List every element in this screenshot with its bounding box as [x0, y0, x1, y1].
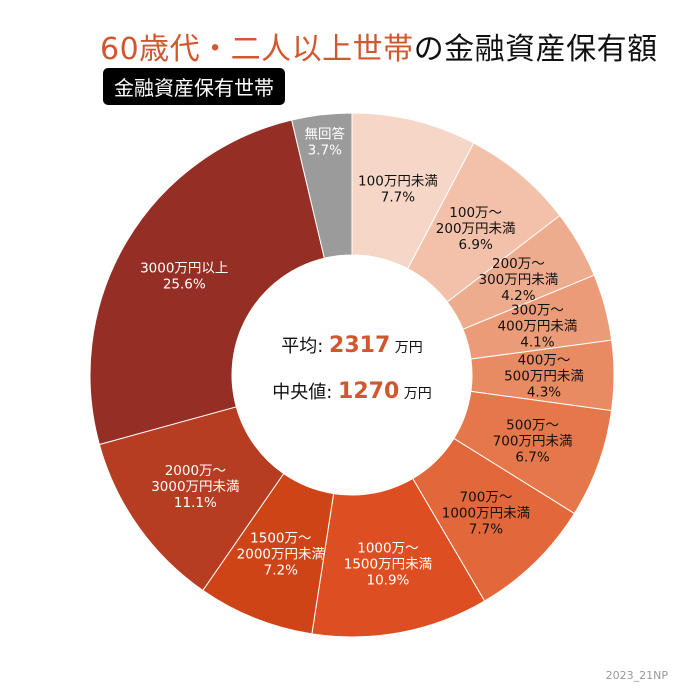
slice-category: 1000万～: [357, 541, 418, 557]
slice-value: 4.2%: [501, 288, 535, 304]
slice-category: 500万～: [506, 417, 559, 433]
slice-value: 4.3%: [527, 384, 561, 400]
slice-value: 7.2%: [264, 562, 298, 578]
slice-category: 700万円未満: [493, 433, 573, 449]
slice-category: 1500万～: [250, 530, 311, 546]
slice-category: 2000万～: [165, 463, 226, 479]
slice-label: 無回答 3.7%: [305, 126, 346, 159]
slice-value: 7.7%: [381, 190, 415, 206]
slice-category: 200万～: [492, 256, 545, 272]
mean-readout: 平均: 2317 万円: [281, 333, 422, 358]
slice-value: 6.7%: [515, 449, 549, 465]
slice-label: 500万～ 700万円未満 6.7%: [493, 417, 573, 465]
slice-category: 500万円未満: [504, 368, 584, 384]
slice-value: 7.7%: [469, 522, 503, 538]
donut-slice: [89, 119, 325, 446]
slice-category: 1500万円未満: [344, 557, 432, 573]
slice-category: 300万～: [511, 302, 564, 318]
slice-category: 100万～: [449, 205, 502, 221]
slice-category: 無回答: [305, 126, 346, 143]
slice-category: 1000万円未満: [442, 506, 530, 522]
slice-category: 200万円未満: [436, 221, 516, 237]
slice-value: 3.7%: [308, 143, 342, 159]
slice-label: 300万～ 400万円未満 4.1%: [498, 302, 578, 350]
chart-title: 60歳代・二人以上世帯の金融資産保有額: [100, 24, 658, 68]
subset-badge: 金融資産保有世帯: [103, 68, 285, 105]
title-highlight: 60歳代・二人以上世帯: [100, 32, 414, 67]
slice-label: 200万～ 300万円未満 4.2%: [478, 256, 558, 304]
slice-category: 3000万円未満: [151, 479, 239, 495]
slice-label: 3000万円以上 25.6%: [140, 261, 228, 293]
slice-category: 400万円未満: [498, 318, 578, 334]
slice-label: 700万～ 1000万円未満 7.7%: [442, 490, 530, 538]
slice-value: 6.9%: [459, 237, 493, 253]
slice-label: 2000万～ 3000万円未満 11.1%: [151, 463, 239, 511]
median-readout: 中央値: 1270 万円: [272, 379, 431, 404]
slice-value: 25.6%: [163, 277, 206, 293]
donut-slice: [291, 112, 353, 259]
title-rest: の金融資産保有額: [413, 32, 658, 67]
slice-category: 400万～: [518, 352, 571, 368]
slice-value: 11.1%: [174, 495, 217, 511]
slice-label: 1000万～ 1500万円未満 10.9%: [344, 541, 432, 589]
slice-label: 100万円未満 7.7%: [358, 174, 438, 206]
slice-category: 100万円未満: [358, 174, 438, 190]
slice-value: 4.1%: [520, 334, 554, 350]
slice-category: 2000万円未満: [237, 546, 325, 562]
slice-category: 3000万円以上: [140, 261, 228, 277]
credit-text: 2023_21NP: [605, 669, 668, 682]
slice-value: 10.9%: [366, 573, 409, 589]
slice-label: 400万～ 500万円未満 4.3%: [504, 352, 584, 400]
donut-slice: [311, 477, 486, 638]
slice-label: 100万～ 200万円未満 6.9%: [436, 205, 516, 253]
slice-label: 1500万～ 2000万円未満 7.2%: [237, 530, 325, 578]
slice-category: 700万～: [460, 490, 513, 506]
slice-category: 300万円未満: [478, 272, 558, 288]
